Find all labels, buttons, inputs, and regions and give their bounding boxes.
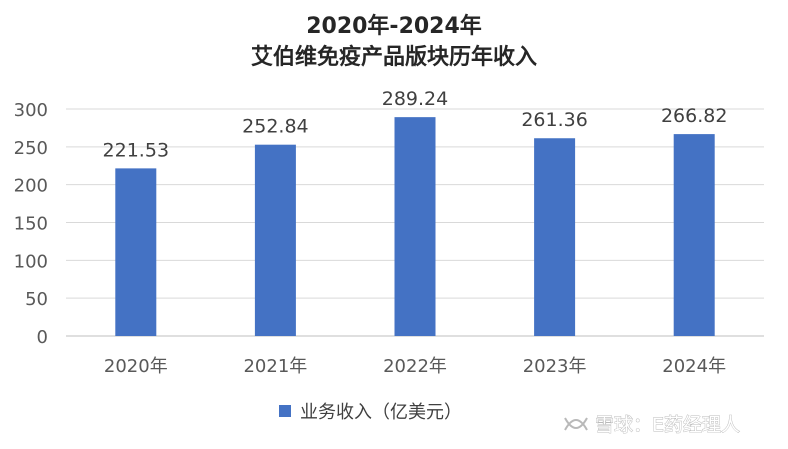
chart-title-line-2: 艾伯维免疫产品版块历年收入 [251, 44, 537, 70]
y-tick-label: 250 [14, 138, 48, 159]
bar [673, 134, 715, 336]
watermark: 雪球：E药经理人 [564, 414, 740, 436]
legend-label: 业务收入（亿美元） [300, 402, 462, 423]
x-tick-label: 2022年 [383, 356, 447, 377]
y-tick-label: 0 [37, 327, 48, 348]
legend-swatch [279, 405, 291, 417]
watermark-text: 雪球：E药经理人 [595, 414, 740, 436]
data-label: 221.53 [103, 139, 169, 161]
x-tick-label: 2020年 [104, 356, 168, 377]
bar [254, 144, 296, 336]
bar [115, 168, 157, 336]
snowball-logo-icon [564, 417, 588, 431]
x-axis-ticks: 2020年 2021年 2022年 2023年 2024年 [104, 356, 726, 377]
data-label: 266.82 [661, 105, 727, 127]
x-tick-label: 2021年 [243, 356, 307, 377]
data-label: 252.84 [242, 116, 308, 138]
y-tick-label: 150 [14, 214, 48, 235]
y-tick-label: 50 [25, 289, 48, 310]
x-tick-label: 2023年 [523, 356, 587, 377]
legend: 业务收入（亿美元） [279, 402, 462, 423]
bar [394, 117, 436, 337]
y-tick-label: 200 [14, 176, 48, 197]
data-label: 261.36 [521, 109, 587, 131]
y-tick-label: 300 [14, 100, 48, 121]
y-axis-ticks: 0 50 100 150 200 250 300 [14, 100, 48, 348]
y-tick-label: 100 [14, 251, 48, 272]
bar [534, 138, 576, 336]
data-labels: 221.53 252.84 289.24 261.36 266.82 [103, 88, 728, 161]
chart-title-line-1: 2020年-2024年 [306, 13, 482, 39]
data-label: 289.24 [382, 88, 448, 110]
bars [115, 117, 715, 337]
x-tick-label: 2024年 [662, 356, 726, 377]
